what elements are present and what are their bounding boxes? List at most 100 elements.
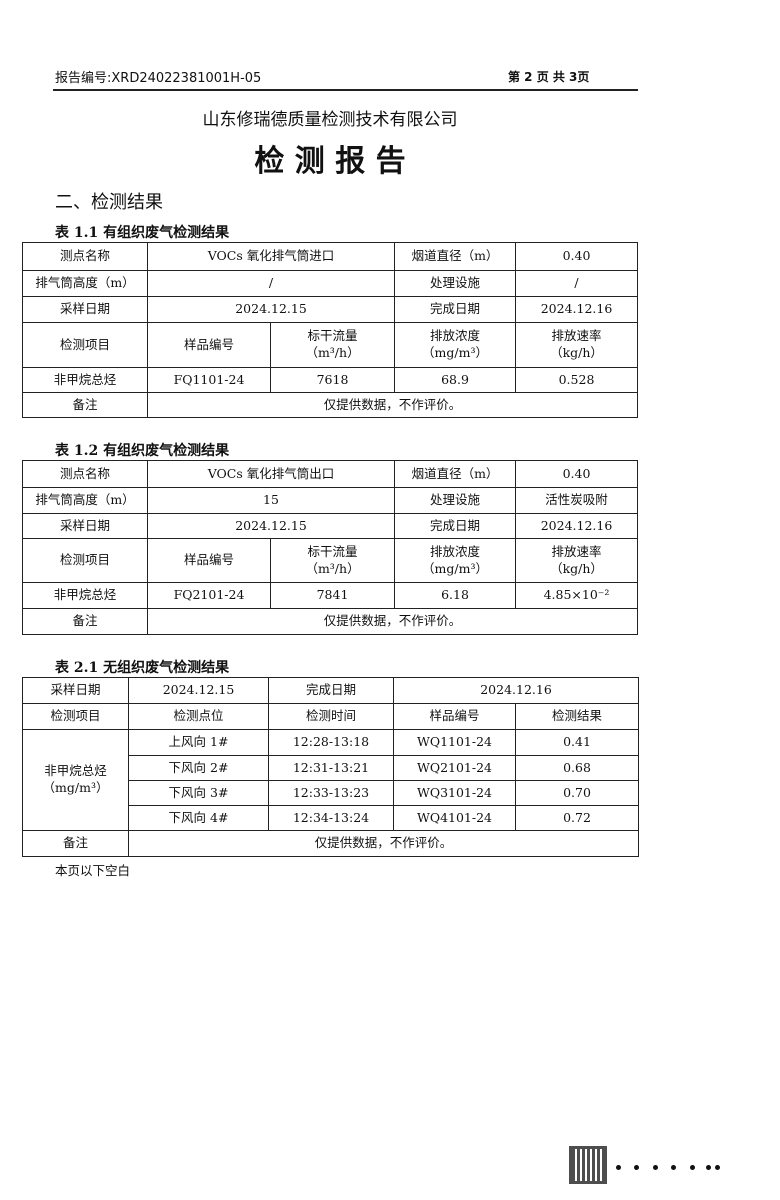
cell: 样品编号 <box>147 322 271 368</box>
cell: 完成日期 <box>394 296 517 323</box>
cell: 0.41 <box>514 729 640 756</box>
dot-icon <box>653 1165 658 1170</box>
cell: FQ1101-24 <box>147 367 271 393</box>
dot-icon <box>715 1165 720 1170</box>
cell: 检测时间 <box>268 703 394 730</box>
cell: 排放浓度 （mg/m³） <box>394 538 517 583</box>
cell: VOCs 氧化排气筒出口 <box>146 460 396 488</box>
cell: 6.18 <box>394 582 517 609</box>
cell: 标干流量 （m³/h） <box>269 538 396 583</box>
cell: 2024.12.15 <box>128 677 269 704</box>
cell: / <box>146 270 396 297</box>
cell: 采样日期 <box>22 513 148 539</box>
cell: 上风向 1# <box>128 729 269 756</box>
cell: 备注 <box>22 830 129 857</box>
cell: 7841 <box>269 582 396 609</box>
cell-unit: （mg/m³） <box>422 560 488 576</box>
cell: 2024.12.15 <box>146 513 396 539</box>
cell: 下风向 3# <box>128 780 269 806</box>
cell-text: 标干流量 <box>307 328 358 344</box>
qr-code-icon <box>569 1146 607 1184</box>
cell: 12:28-13:18 <box>268 729 394 756</box>
table-2-1-caption: 表 2.1 无组织废气检测结果 <box>55 660 230 676</box>
cell: 2024.12.15 <box>146 296 396 323</box>
cell: 2024.12.16 <box>392 677 640 704</box>
cell: 检测项目 <box>22 703 129 730</box>
cell: 采样日期 <box>22 296 148 323</box>
cell: 12:31-13:21 <box>268 755 394 781</box>
cell: 样品编号 <box>393 703 516 730</box>
cell: FQ2101-24 <box>147 582 271 609</box>
cell: 0.70 <box>514 780 640 806</box>
cell-unit: （m³/h） <box>305 560 360 576</box>
dot-icon <box>690 1165 695 1170</box>
cell: 0.72 <box>514 805 640 831</box>
section-heading: 二、检测结果 <box>55 192 163 213</box>
cell-text: 排放速率 <box>551 328 602 344</box>
page-title: 检 测 报 告 <box>254 144 406 179</box>
cell: 0.40 <box>515 242 639 271</box>
cell-unit: （mg/m³） <box>422 345 488 360</box>
cell-unit: （m³/h） <box>305 345 360 360</box>
cell-text: 排放浓度 <box>430 328 481 344</box>
cell: 排放速率 （kg/h） <box>515 538 639 583</box>
cell: 标干流量 （m³/h） <box>269 322 396 368</box>
cell: 样品编号 <box>147 538 271 583</box>
cell: 非甲烷总烃 <box>22 367 148 393</box>
cell: / <box>515 270 639 297</box>
dot-icon <box>706 1165 711 1170</box>
table-1-2-caption: 表 1.2 有组织废气检测结果 <box>55 443 230 459</box>
cell: WQ3101-24 <box>393 780 516 806</box>
page-number: 第 2 页 共 3页 <box>508 70 590 84</box>
table-row: 下风向 2# 12:31-13:21 WQ2101-24 0.68 <box>23 755 640 781</box>
cell: 0.528 <box>515 367 639 393</box>
cell-unit: （kg/h） <box>550 560 603 576</box>
cell: 68.9 <box>394 367 517 393</box>
cell: 检测结果 <box>514 703 640 730</box>
table-2-1: 采样日期 2024.12.15 完成日期 2024.12.16 检测项目 检测点位 检测时… <box>22 677 640 857</box>
cell: 12:33-13:23 <box>268 780 394 806</box>
table-1-1: 测点名称 VOCs 氧化排气筒进口 烟道直径（m） 0.40 排气筒高度（m） / 处理设… <box>22 242 639 418</box>
cell: 非甲烷总烃 （mg/m³） <box>22 729 129 831</box>
table-1-2: 测点名称 VOCs 氧化排气筒出口 烟道直径（m） 0.40 排气筒高度（m） 15 处理… <box>22 460 639 635</box>
dot-icon <box>671 1165 676 1170</box>
cell-unit: （mg/m³） <box>42 780 109 795</box>
table-1-1-caption: 表 1.1 有组织废气检测结果 <box>55 225 230 241</box>
cell: 12:34-13:24 <box>268 805 394 831</box>
cell: 活性炭吸附 <box>515 487 639 514</box>
table-row: 非甲烷总烃 （mg/m³） 上风向 1# 12:28-13:18 WQ1101-24 0… <box>22 729 640 831</box>
cell: 烟道直径（m） <box>394 242 517 271</box>
blank-below-note: 本页以下空白 <box>55 863 131 878</box>
dot-icon <box>616 1165 621 1170</box>
company-name: 山东修瑞德质量检测技术有限公司 <box>202 110 458 130</box>
cell: 下风向 2# <box>128 755 269 781</box>
cell: 排气筒高度（m） <box>22 487 148 514</box>
cell: 完成日期 <box>394 513 517 539</box>
cell: 处理设施 <box>394 270 517 297</box>
cell: 仅提供数据，不作评价。 <box>127 830 640 857</box>
table-row: 下风向 3# 12:33-13:23 WQ3101-24 0.70 <box>23 780 640 806</box>
cell: 0.68 <box>514 755 640 781</box>
table-row: 下风向 4# 12:34-13:24 WQ4101-24 0.72 <box>23 805 640 831</box>
cell: 完成日期 <box>268 677 394 704</box>
cell: 0.40 <box>515 460 639 488</box>
cell-unit: （kg/h） <box>550 345 603 360</box>
cell-text: 标干流量 <box>307 543 358 559</box>
cell: 测点名称 <box>22 460 148 488</box>
cell: 检测项目 <box>22 538 148 583</box>
cell: 仅提供数据，不作评价。 <box>146 608 639 635</box>
report-number: 报告编号:XRD24022381001H-05 <box>55 71 262 86</box>
cell-text: 排放浓度 <box>430 543 481 559</box>
cell: WQ2101-24 <box>393 755 516 781</box>
cell: 测点名称 <box>22 242 148 271</box>
cell: 非甲烷总烃 <box>22 582 148 609</box>
cell: 检测点位 <box>128 703 269 730</box>
cell: 排放速率 （kg/h） <box>515 322 639 368</box>
cell: 4.85×10⁻² <box>515 582 639 609</box>
cell: WQ1101-24 <box>393 729 516 756</box>
cell-text: 排放速率 <box>551 543 602 559</box>
dot-icon <box>634 1165 639 1170</box>
cell: 烟道直径（m） <box>394 460 517 488</box>
cell: VOCs 氧化排气筒进口 <box>146 242 396 271</box>
